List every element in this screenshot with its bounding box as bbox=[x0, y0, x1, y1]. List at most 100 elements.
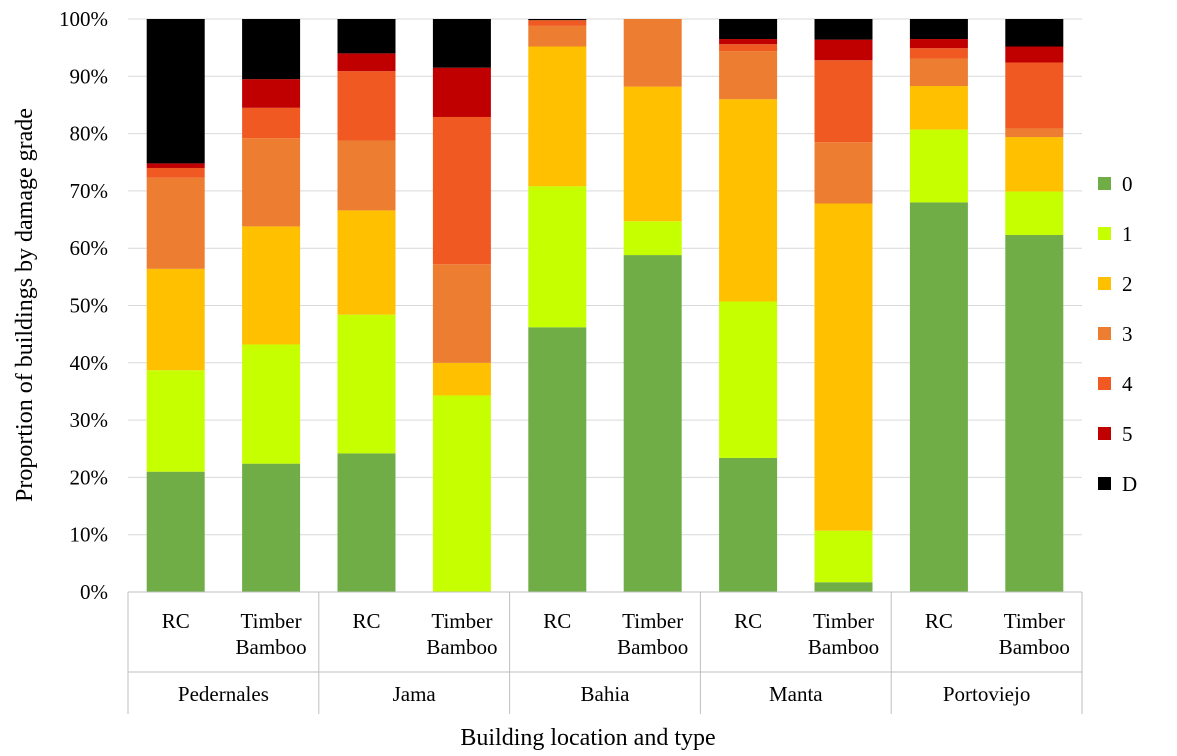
group-label: Pedernales bbox=[178, 682, 269, 706]
legend-label: 2 bbox=[1122, 272, 1133, 296]
y-axis-title: Proportion of buildings by damage grade bbox=[12, 108, 38, 502]
legend-swatch bbox=[1098, 177, 1111, 190]
legend-swatch bbox=[1098, 477, 1111, 490]
y-tick-label: 20% bbox=[70, 465, 109, 489]
bar-segment bbox=[719, 44, 778, 52]
legend-swatch bbox=[1098, 377, 1111, 390]
bar-segment bbox=[146, 167, 205, 178]
bar-segment bbox=[432, 362, 491, 396]
type-label: Timber bbox=[1004, 609, 1065, 633]
bar-segment bbox=[909, 129, 968, 203]
bars bbox=[146, 19, 1064, 593]
bar-segment bbox=[719, 19, 778, 40]
bar-segment bbox=[337, 19, 396, 54]
type-label: RC bbox=[352, 609, 380, 633]
bar-segment bbox=[432, 19, 491, 68]
bar-segment bbox=[909, 19, 968, 40]
bar-segment bbox=[146, 177, 205, 269]
bar-segment bbox=[432, 264, 491, 363]
bar-segment bbox=[528, 46, 587, 187]
type-label: Bamboo bbox=[617, 635, 688, 659]
bar-segment bbox=[337, 71, 396, 141]
bar-segment bbox=[432, 395, 491, 592]
bar-segment bbox=[623, 255, 682, 592]
type-label: Timber bbox=[813, 609, 874, 633]
bar-segment bbox=[814, 530, 873, 583]
y-tick-label: 100% bbox=[59, 7, 108, 31]
bar-segment bbox=[146, 268, 205, 371]
bar-segment bbox=[1005, 128, 1064, 138]
bar-segment bbox=[623, 19, 682, 87]
legend-label: D bbox=[1122, 472, 1137, 496]
bar-segment bbox=[337, 314, 396, 454]
bar-segment bbox=[909, 39, 968, 49]
bar-segment bbox=[1005, 62, 1064, 129]
type-label: Bamboo bbox=[426, 635, 497, 659]
bar-segment bbox=[909, 202, 968, 593]
bar-segment bbox=[814, 203, 873, 531]
legend-swatch bbox=[1098, 277, 1111, 290]
bar-segment bbox=[242, 226, 301, 345]
bar-segment bbox=[528, 20, 587, 26]
bar-segment bbox=[909, 58, 968, 87]
bar-segment bbox=[242, 344, 301, 464]
type-label: RC bbox=[162, 609, 190, 633]
type-label: Bamboo bbox=[999, 635, 1070, 659]
bar-segment bbox=[909, 86, 968, 130]
bar-segment bbox=[719, 301, 778, 458]
bar-segment bbox=[337, 53, 396, 72]
type-label: RC bbox=[734, 609, 762, 633]
bar-segment bbox=[242, 463, 301, 592]
bar-segment bbox=[242, 107, 301, 139]
bar-segment bbox=[242, 79, 301, 108]
bar-segment bbox=[814, 60, 873, 143]
y-tick-label: 90% bbox=[70, 64, 109, 88]
y-axis: 0% 10% 20% 30% 40% 50% 60% 70% 80% 90% 100% bbox=[59, 7, 108, 604]
bar-segment bbox=[146, 471, 205, 592]
type-label: Timber bbox=[241, 609, 302, 633]
x-axis: Pedernales Jama Bahia Manta Portoviejo RC Timb… bbox=[127, 591, 1083, 714]
bar-segment bbox=[528, 327, 587, 592]
type-label: RC bbox=[925, 609, 953, 633]
y-tick-label: 10% bbox=[70, 523, 109, 547]
bar-segment bbox=[146, 163, 205, 168]
x-axis-title: Building location and type bbox=[460, 725, 715, 751]
type-label: Timber bbox=[431, 609, 492, 633]
type-label: Bamboo bbox=[236, 635, 307, 659]
bar-segment bbox=[1005, 191, 1064, 236]
y-tick-label: 30% bbox=[70, 408, 109, 432]
bar-segment bbox=[623, 86, 682, 222]
bar-segment bbox=[146, 370, 205, 472]
bar-segment bbox=[337, 453, 396, 592]
bar-segment bbox=[1005, 235, 1064, 592]
group-label: Portoviejo bbox=[943, 682, 1031, 706]
type-label: Timber bbox=[622, 609, 683, 633]
bar-segment bbox=[814, 582, 873, 592]
bar-segment bbox=[719, 39, 778, 45]
bar-segment bbox=[528, 19, 587, 21]
bar-segment bbox=[337, 210, 396, 315]
bar-segment bbox=[719, 99, 778, 302]
y-tick-label: 50% bbox=[70, 294, 109, 318]
bar-segment bbox=[909, 48, 968, 59]
legend-swatch bbox=[1098, 227, 1111, 240]
y-tick-label: 40% bbox=[70, 351, 109, 375]
y-tick-label: 60% bbox=[70, 236, 109, 260]
bar-segment bbox=[528, 186, 587, 328]
bar-segment bbox=[1005, 19, 1064, 47]
legend-label: 4 bbox=[1122, 372, 1133, 396]
bar-segment bbox=[242, 138, 301, 227]
bar-segment bbox=[814, 19, 873, 40]
legend-swatch bbox=[1098, 327, 1111, 340]
y-tick-label: 80% bbox=[70, 122, 109, 146]
legend: 0 1 2 3 4 5 D bbox=[1098, 172, 1137, 496]
type-label: Bamboo bbox=[808, 635, 879, 659]
bar-segment bbox=[719, 51, 778, 100]
group-label: Bahia bbox=[581, 682, 631, 706]
y-tick-label: 0% bbox=[80, 580, 108, 604]
bar-segment bbox=[1005, 137, 1064, 192]
bar-segment bbox=[432, 116, 491, 265]
bar-segment bbox=[719, 457, 778, 592]
group-label: Manta bbox=[769, 682, 823, 706]
